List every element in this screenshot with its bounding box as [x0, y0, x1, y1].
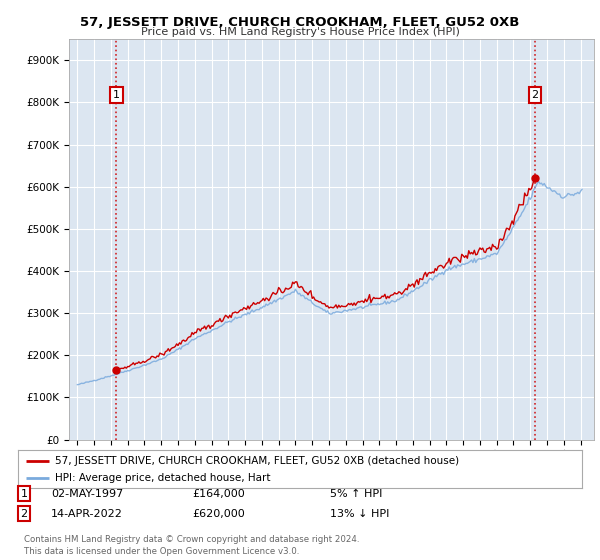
- Text: 2: 2: [532, 90, 539, 100]
- Text: Price paid vs. HM Land Registry's House Price Index (HPI): Price paid vs. HM Land Registry's House …: [140, 27, 460, 37]
- Text: 02-MAY-1997: 02-MAY-1997: [51, 489, 123, 499]
- Text: Contains HM Land Registry data © Crown copyright and database right 2024.
This d: Contains HM Land Registry data © Crown c…: [24, 535, 359, 556]
- Text: 57, JESSETT DRIVE, CHURCH CROOKHAM, FLEET, GU52 0XB (detached house): 57, JESSETT DRIVE, CHURCH CROOKHAM, FLEE…: [55, 455, 459, 465]
- Text: 5% ↑ HPI: 5% ↑ HPI: [330, 489, 382, 499]
- Text: 14-APR-2022: 14-APR-2022: [51, 508, 123, 519]
- Text: 1: 1: [113, 90, 120, 100]
- Text: HPI: Average price, detached house, Hart: HPI: Average price, detached house, Hart: [55, 473, 270, 483]
- Text: £620,000: £620,000: [192, 508, 245, 519]
- Text: 1: 1: [20, 489, 28, 499]
- Text: £164,000: £164,000: [192, 489, 245, 499]
- Text: 2: 2: [20, 508, 28, 519]
- Text: 57, JESSETT DRIVE, CHURCH CROOKHAM, FLEET, GU52 0XB: 57, JESSETT DRIVE, CHURCH CROOKHAM, FLEE…: [80, 16, 520, 29]
- Text: 13% ↓ HPI: 13% ↓ HPI: [330, 508, 389, 519]
